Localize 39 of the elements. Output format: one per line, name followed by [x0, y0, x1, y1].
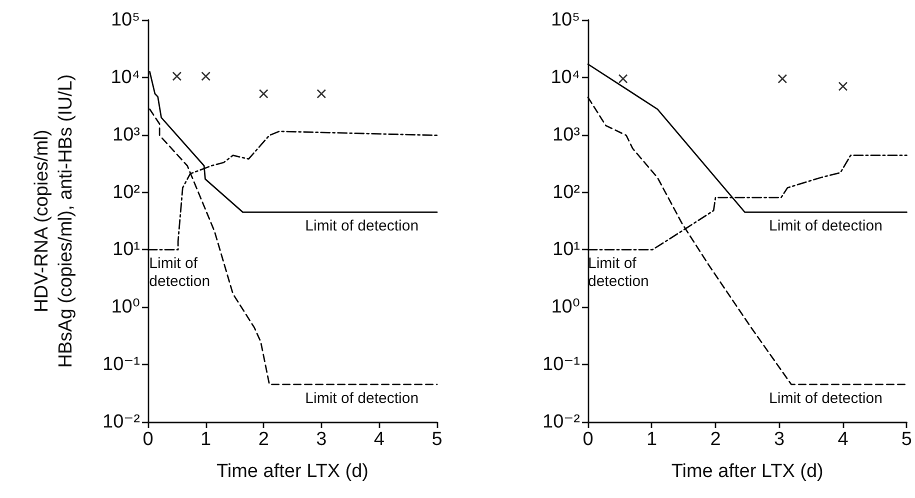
y-tick-label: 10⁵	[110, 10, 140, 30]
y-tick-label: 10⁰	[551, 296, 580, 318]
x-tick-label: 3	[316, 429, 327, 450]
x-tick-label: 1	[200, 429, 212, 450]
y-tick-label: 10⁵	[550, 10, 580, 30]
annotation: Limit of detection	[305, 390, 419, 407]
y-tick-label: 10⁻¹	[102, 354, 140, 376]
x-tick-label: 3	[774, 429, 785, 450]
x-tick-label: 1	[646, 429, 658, 450]
x-tick-label: 5	[432, 429, 442, 450]
y-tick-label: 10⁴	[110, 66, 140, 88]
y-tick-label: 10⁴	[550, 66, 580, 88]
annotation: Limit of detection	[149, 255, 210, 290]
y-tick-label: 10²	[112, 182, 140, 203]
x-tick-label: 5	[901, 429, 912, 450]
annotation: Limit of detection	[588, 255, 649, 290]
line-series	[587, 96, 908, 386]
y-tick-label: 10²	[552, 182, 580, 203]
x-tick-label: 0	[582, 429, 594, 450]
x-tick-label: 4	[374, 429, 385, 450]
y-tick-label: 10⁻²	[102, 412, 140, 432]
x-tick-label: 2	[710, 429, 721, 450]
annotation: Limit of detection	[305, 218, 419, 235]
y-tick-label: 10⁰	[111, 296, 140, 318]
x-tick-label: 0	[142, 429, 154, 450]
x-tick-label: 4	[838, 429, 849, 450]
annotation: Limit of detection	[769, 218, 882, 235]
y-tick-label: 10¹	[552, 239, 580, 260]
x-tick-label: 2	[258, 429, 269, 450]
y-tick-label: 10⁻¹	[542, 354, 580, 376]
y-tick-label: 10¹	[112, 239, 140, 260]
y-tick-label: 10³	[112, 124, 140, 146]
x-axis-title: Time after LTX (d)	[216, 461, 369, 482]
x-axis-title: Time after LTX (d)	[671, 461, 824, 482]
y-tick-label: 10⁻²	[542, 412, 580, 432]
annotation: Limit of detection	[769, 390, 882, 407]
y-tick-label: 10³	[552, 124, 580, 146]
line-series	[149, 108, 438, 386]
y-axis-title: HDV-RNA (copies/ml) HBsAg (copies/ml), anti-HBs (IU/L)	[32, 74, 76, 368]
